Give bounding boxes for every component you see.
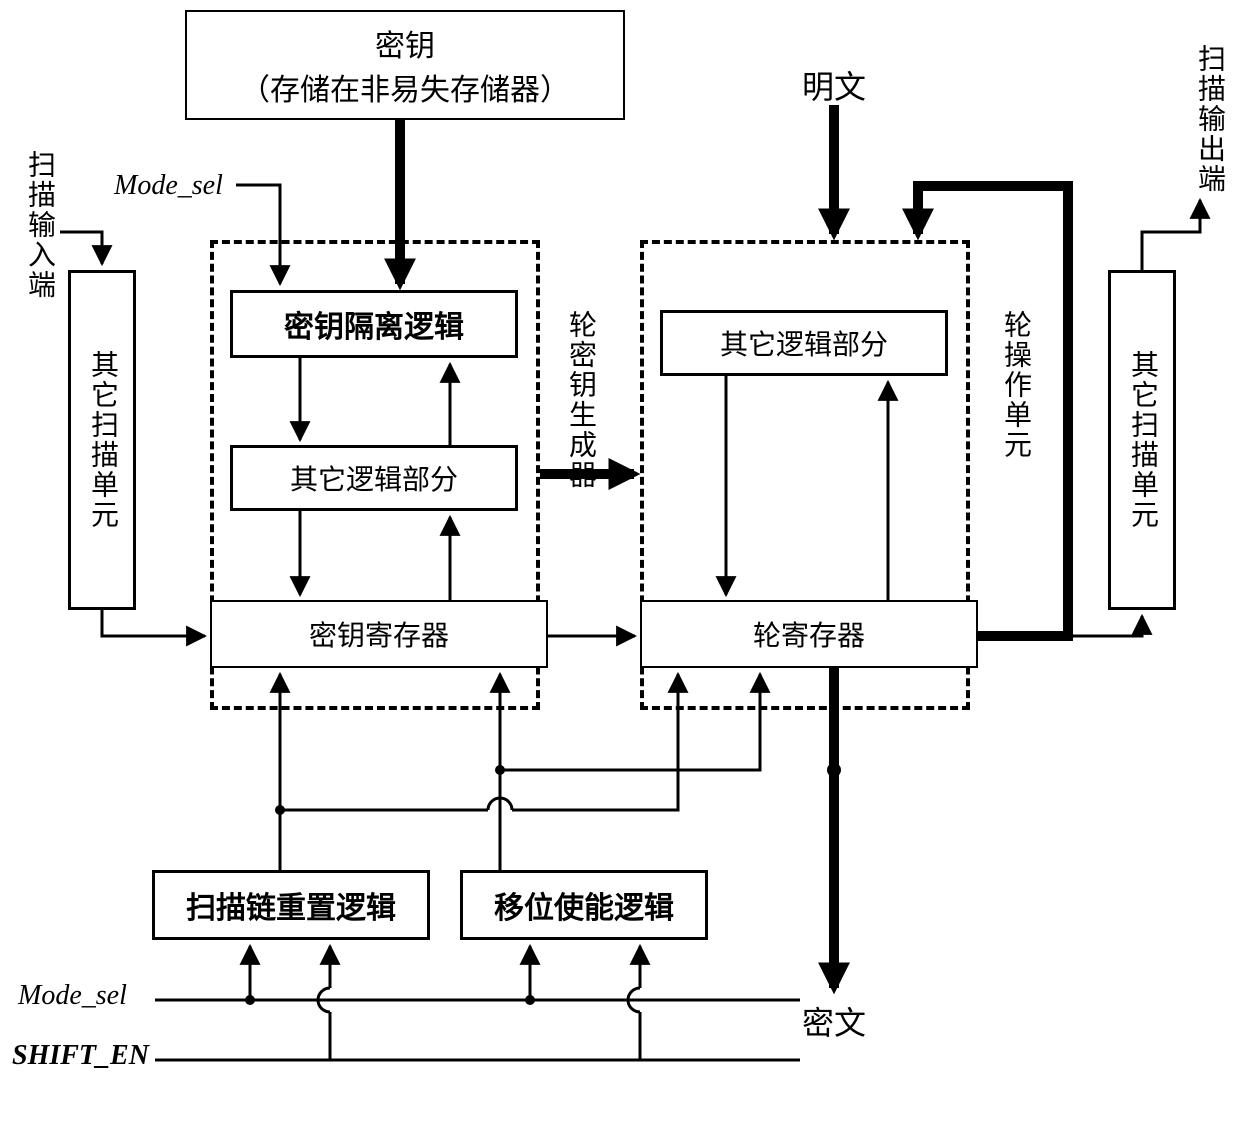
other-scan-right-text: 其它扫描单元 [1122, 350, 1162, 530]
key-store-box: 密钥 （存储在非易失存储器） [185, 10, 625, 120]
plaintext-label: 明文 [802, 62, 866, 108]
round-op-unit-label: 轮操作单元 [995, 310, 1035, 460]
key-isolation-box: 密钥隔离逻辑 [230, 290, 518, 358]
key-isolation-text: 密钥隔离逻辑 [284, 302, 464, 346]
mode-sel-bottom-label: Mode_sel [18, 980, 127, 1012]
mode-sel-top-label: Mode_sel [114, 170, 223, 202]
shift-enable-logic-box: 移位使能逻辑 [460, 870, 708, 940]
round-register-box: 轮寄存器 [640, 600, 978, 668]
other-logic-right-text: 其它逻辑部分 [720, 323, 888, 363]
other-logic-left-box: 其它逻辑部分 [230, 445, 518, 511]
key-store-line1: 密钥 [375, 21, 435, 65]
shift-en-label: SHIFT_EN [12, 1040, 149, 1072]
other-scan-right-box: 其它扫描单元 [1108, 270, 1176, 610]
scan-reset-logic-box: 扫描链重置逻辑 [152, 870, 430, 940]
ciphertext-label: 密文 [802, 998, 866, 1044]
scan-out-label: 扫描输出端 [1190, 44, 1230, 194]
other-logic-left-text: 其它逻辑部分 [290, 458, 458, 498]
scan-reset-logic-text: 扫描链重置逻辑 [186, 883, 396, 927]
scan-in-label: 扫描输入端 [20, 150, 60, 300]
key-store-line2: （存储在非易失存储器） [240, 65, 570, 109]
key-register-text: 密钥寄存器 [309, 614, 449, 654]
shift-enable-logic-text: 移位使能逻辑 [494, 883, 674, 927]
round-key-gen-label: 轮密钥生成器 [560, 310, 600, 490]
other-scan-left-text: 其它扫描单元 [82, 350, 122, 530]
key-register-box: 密钥寄存器 [210, 600, 548, 668]
other-scan-left-box: 其它扫描单元 [68, 270, 136, 610]
other-logic-right-box: 其它逻辑部分 [660, 310, 948, 376]
round-register-text: 轮寄存器 [753, 614, 865, 654]
